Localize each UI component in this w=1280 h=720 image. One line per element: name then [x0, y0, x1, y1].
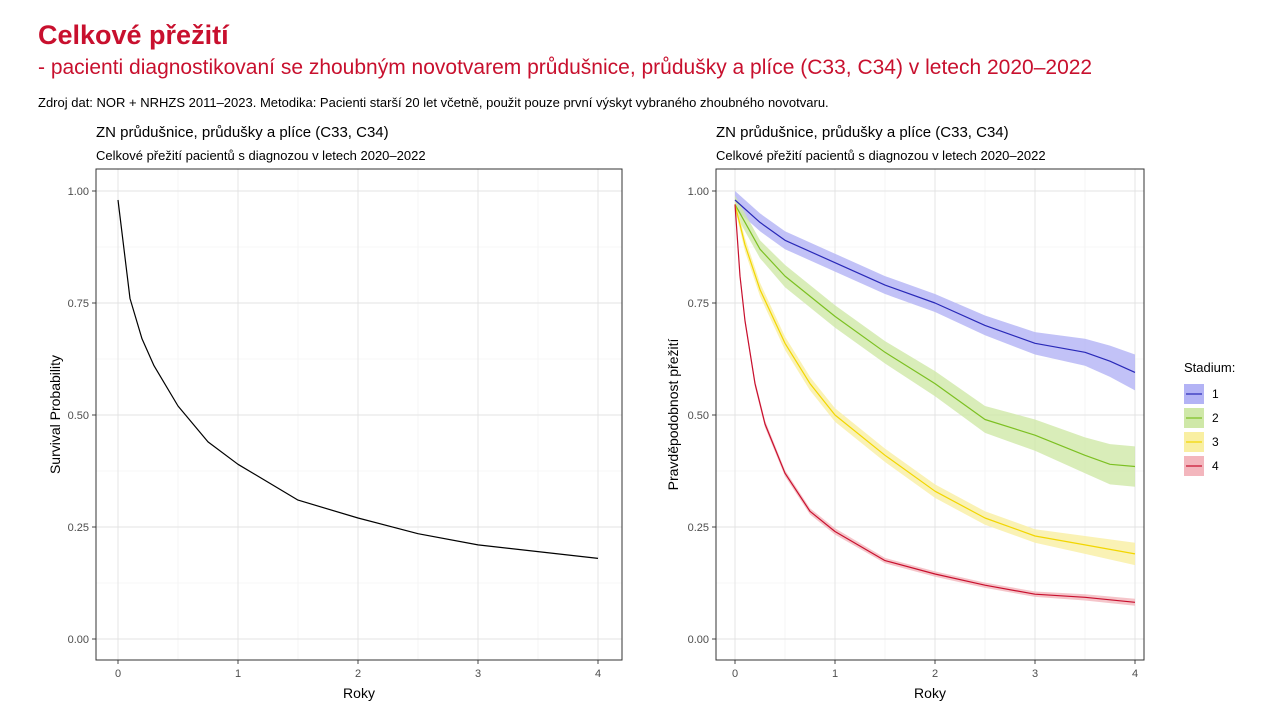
x-tick-label: 4 [595, 668, 601, 680]
x-tick-label: 2 [355, 668, 361, 680]
legend-label-stage-1: 1 [1212, 387, 1219, 401]
y-axis-label: Survival Probability [47, 355, 63, 474]
plot-panel [716, 169, 1144, 660]
x-tick-label: 1 [832, 668, 838, 680]
y-axis-label: Pravděpodobnost přežití [665, 339, 681, 491]
x-tick-label: 0 [732, 668, 738, 680]
y-tick-label: 1.00 [688, 186, 709, 198]
y-tick-label: 0.75 [688, 298, 709, 310]
survival-chart-overall: ZN průdušnice, průdušky a plíce (C33, C3… [47, 124, 623, 701]
survival-curve-stage-2 [734, 204, 1136, 468]
chart-subtitle: Celkové přežití pacientů s diagnozou v l… [96, 148, 426, 163]
plot-border [715, 168, 1145, 661]
y-tick-label: 0.50 [68, 410, 89, 422]
data-source-note: Zdroj dat: NOR + NRHZS 2011–2023. Metodi… [38, 95, 829, 110]
x-axis-label: Roky [914, 685, 946, 701]
confidence-band-stage-1 [735, 191, 1135, 391]
plot-panel [96, 169, 622, 660]
y-tick-label: 1.00 [68, 186, 89, 198]
y-tick-label: 0.00 [688, 634, 709, 646]
legend-label-stage-4: 4 [1212, 459, 1219, 473]
x-tick-label: 4 [1132, 668, 1138, 680]
survival-curve-stage-1 [734, 199, 1136, 373]
legend-label-stage-3: 3 [1212, 435, 1219, 449]
chart-subtitle: Celkové přežití pacientů s diagnozou v l… [716, 148, 1046, 163]
page-title: Celkové přežití [38, 20, 229, 50]
confidence-band-stage-2 [735, 195, 1135, 487]
survival-curve [117, 199, 599, 559]
survival-curve-stage-4 [734, 204, 1136, 603]
y-tick-label: 0.75 [68, 298, 89, 310]
chart-title: ZN průdušnice, průdušky a plíce (C33, C3… [96, 124, 389, 141]
survival-chart-by-stage: ZN průdušnice, průdušky a plíce (C33, C3… [665, 124, 1235, 701]
survival-curve-stage-3 [734, 204, 1136, 555]
legend-title: Stadium: [1184, 360, 1235, 375]
plot-border [95, 168, 623, 661]
y-tick-label: 0.25 [688, 522, 709, 534]
x-tick-label: 3 [475, 668, 481, 680]
x-tick-label: 1 [235, 668, 241, 680]
x-tick-label: 3 [1032, 668, 1038, 680]
y-tick-label: 0.25 [68, 522, 89, 534]
legend-label-stage-2: 2 [1212, 411, 1219, 425]
chart-title: ZN průdušnice, průdušky a plíce (C33, C3… [716, 124, 1009, 141]
x-axis-label: Roky [343, 685, 375, 701]
x-tick-label: 2 [932, 668, 938, 680]
page-subtitle: - pacienti diagnostikovaní se zhoubným n… [38, 56, 1093, 79]
confidence-band-stage-3 [735, 200, 1135, 566]
x-tick-label: 0 [115, 668, 121, 680]
y-tick-label: 0.50 [688, 410, 709, 422]
y-tick-label: 0.00 [68, 634, 89, 646]
